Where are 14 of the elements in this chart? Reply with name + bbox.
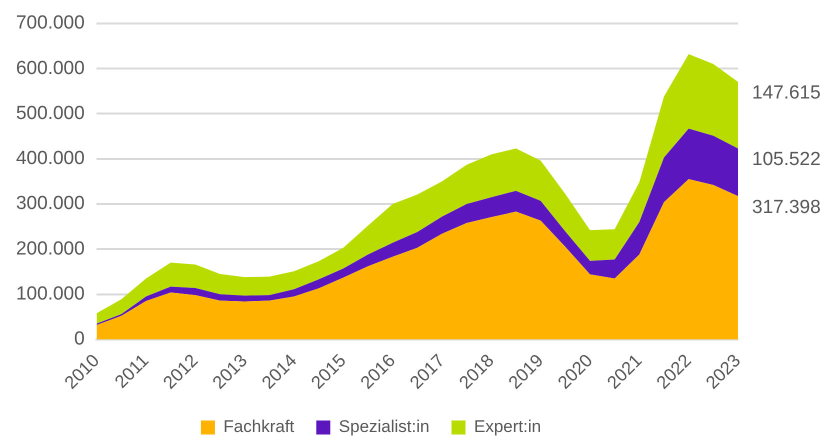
legend-label: Fachkraft bbox=[223, 417, 295, 436]
data-label: 147.615 bbox=[752, 82, 821, 104]
y-tick-label: 400.000 bbox=[16, 148, 85, 170]
data-label: 317.398 bbox=[752, 196, 821, 218]
y-tick-label: 500.000 bbox=[16, 102, 85, 124]
legend-label: Expert:in bbox=[474, 417, 542, 436]
y-tick-label: 700.000 bbox=[16, 12, 85, 34]
y-tick-label: 600.000 bbox=[16, 58, 85, 79]
y-tick-label: 300.000 bbox=[16, 193, 85, 214]
y-tick-label: 200.000 bbox=[16, 238, 85, 260]
y-tick-label: 100.000 bbox=[16, 284, 85, 304]
data-label: 105.522 bbox=[752, 149, 821, 170]
legend-label: Spezialist:in bbox=[338, 417, 430, 436]
y-tick-label: 0 bbox=[74, 328, 85, 350]
